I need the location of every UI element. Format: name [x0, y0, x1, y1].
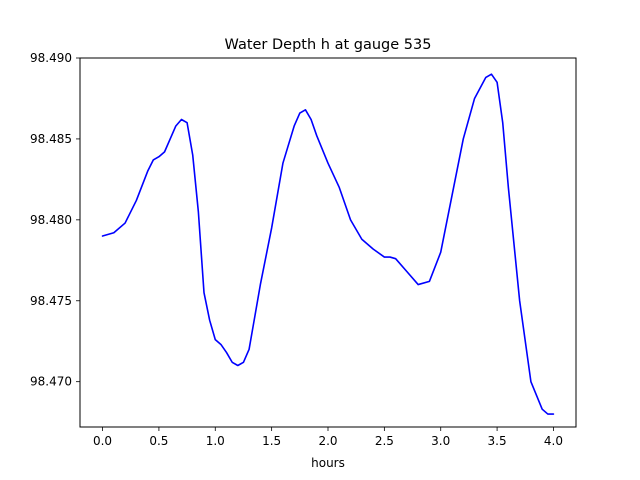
x-tick-label: 1.5	[262, 434, 281, 448]
x-tick-label: 2.5	[375, 434, 394, 448]
x-tick-label: 3.5	[488, 434, 507, 448]
x-axis: 0.0 0.5 1.0 1.5 2.0 2.5 3.0 3.5 4.0	[93, 427, 563, 448]
x-axis-label: hours	[311, 456, 345, 470]
y-tick-label: 98.470	[30, 375, 72, 389]
y-tick-label: 98.475	[30, 294, 72, 308]
y-tick-label: 98.480	[30, 213, 72, 227]
series-line-0	[101, 73, 555, 415]
x-tick-label: 4.0	[544, 434, 563, 448]
x-tick-label: 1.0	[206, 434, 225, 448]
x-tick-label: 2.0	[318, 434, 337, 448]
y-axis: 98.470 98.475 98.480 98.485 98.490	[30, 51, 80, 389]
x-tick-label: 3.0	[431, 434, 450, 448]
chart-title: Water Depth h at gauge 535	[225, 37, 432, 53]
x-tick-label: 0.5	[149, 434, 168, 448]
x-tick-label: 0.0	[93, 434, 112, 448]
plot-area	[79, 57, 577, 428]
y-tick-label: 98.490	[30, 51, 72, 65]
y-tick-label: 98.485	[30, 132, 72, 146]
